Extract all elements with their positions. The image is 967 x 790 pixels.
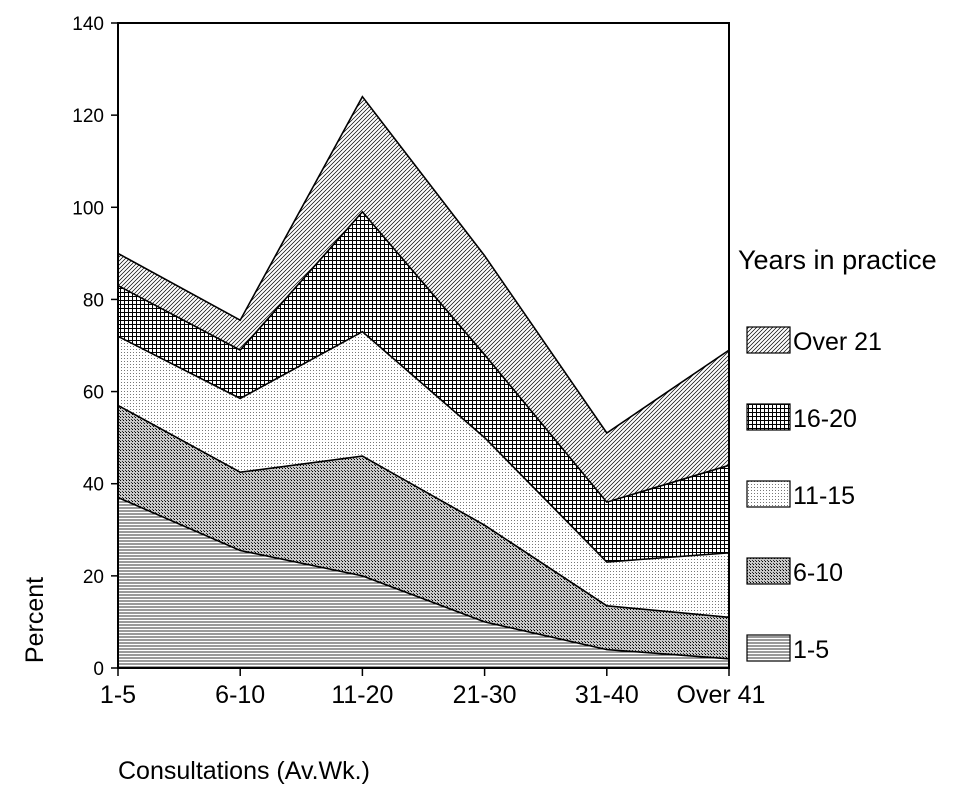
y-axis: 0 20 40 60 80 100 120 140	[72, 14, 118, 680]
line-1-5	[117, 496, 730, 660]
line-6-10	[117, 404, 730, 619]
y-tick-label: 40	[83, 475, 104, 496]
y-tick-label: 80	[83, 290, 104, 311]
legend-swatch	[746, 326, 791, 354]
legend-label: Over 21	[793, 328, 882, 356]
legend-swatch	[746, 557, 791, 585]
legend-swatch	[746, 634, 791, 662]
legend-title: Years in practice	[738, 245, 937, 275]
line-16-20	[117, 210, 730, 504]
x-tick-label: 21-30	[453, 681, 517, 709]
legend: Over 21 16-20 11-15 6-10 1-5	[746, 326, 882, 664]
plot-frame	[117, 22, 730, 669]
x-tick-label: Over 41	[677, 681, 766, 709]
y-tick-label: 60	[83, 383, 104, 404]
legend-label: 1-5	[793, 636, 829, 664]
x-tick-label: 31-40	[575, 681, 639, 709]
y-tick-label: 120	[72, 106, 104, 127]
x-axis: 1-5 6-10 11-20 21-30 31-40 Over 41	[100, 668, 766, 709]
x-axis-title: Consultations (Av.Wk.)	[118, 757, 370, 785]
legend-label: 11-15	[793, 482, 855, 510]
area-16-20	[118, 211, 729, 562]
x-tick-label: 1-5	[100, 681, 136, 709]
y-tick-label: 20	[83, 567, 104, 588]
y-axis-title: Percent	[21, 577, 49, 663]
legend-label: 16-20	[793, 405, 857, 433]
y-tick-label: 140	[72, 14, 104, 35]
y-tick-label: 0	[93, 659, 104, 680]
area-1-5	[118, 497, 729, 668]
x-tick-label: 6-10	[215, 681, 265, 709]
series-boundaries	[117, 95, 730, 660]
area-11-15	[118, 331, 729, 618]
legend-label: 6-10	[793, 559, 843, 587]
legend-swatch	[746, 403, 791, 431]
x-tick-label: 11-20	[331, 681, 393, 709]
line-11-15	[117, 330, 730, 563]
line-over-21	[117, 95, 730, 435]
y-tick-label: 100	[72, 198, 104, 219]
area-over-21	[118, 96, 729, 503]
legend-swatch	[746, 480, 791, 508]
